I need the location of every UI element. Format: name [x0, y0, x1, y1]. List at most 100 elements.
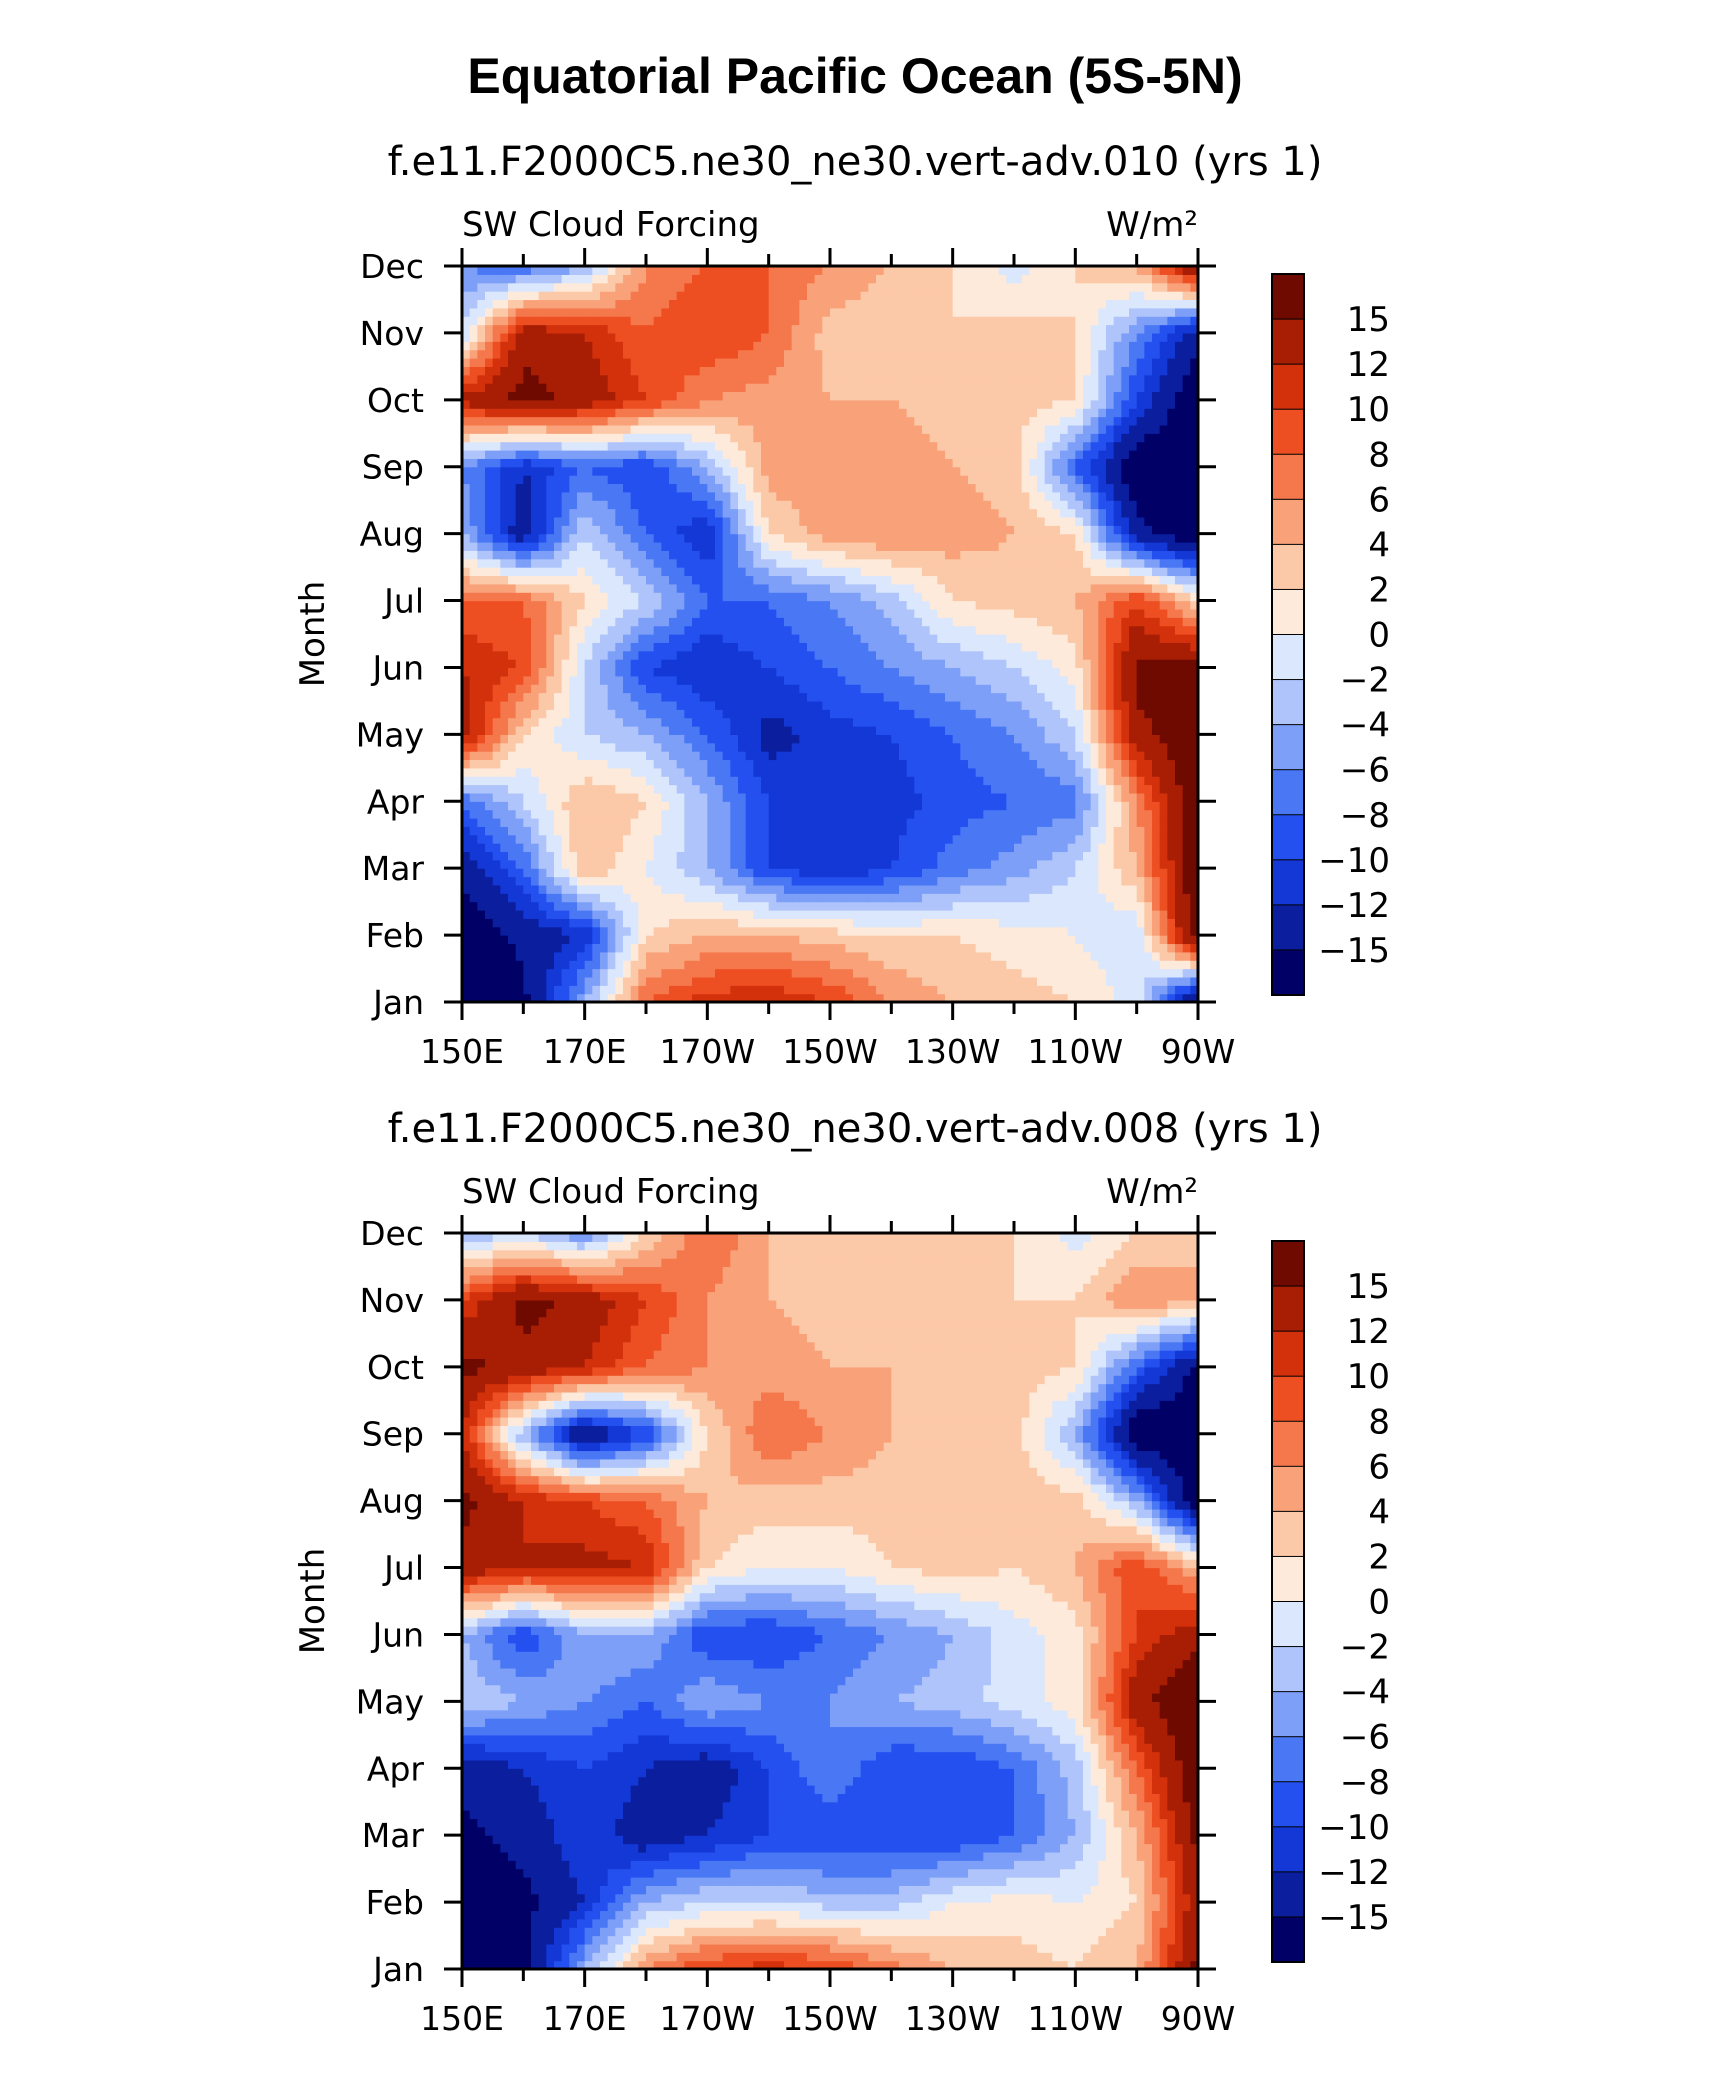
heatmap-cell	[883, 859, 892, 869]
heatmap-cell	[1083, 700, 1092, 710]
heatmap-cell	[922, 625, 931, 635]
heatmap-cell	[1067, 976, 1076, 986]
heatmap-cell	[508, 993, 517, 1003]
heatmap-cell	[669, 951, 678, 961]
heatmap-cell	[615, 684, 624, 694]
heatmap-cell	[638, 642, 647, 652]
heatmap-cell	[492, 801, 501, 811]
heatmap-cell	[676, 592, 685, 602]
heatmap-cell	[1037, 617, 1046, 627]
heatmap-cell	[692, 700, 701, 710]
heatmap-cell	[531, 851, 540, 861]
heatmap-cell	[853, 642, 862, 652]
heatmap-cell	[638, 868, 647, 878]
heatmap-cell	[1098, 575, 1107, 585]
heatmap-cell	[738, 751, 747, 761]
heatmap-cell	[485, 818, 494, 827]
heatmap-cell	[676, 700, 685, 710]
heatmap-cell	[998, 734, 1007, 744]
heatmap-cell	[937, 776, 946, 786]
heatmap-cell	[1029, 575, 1038, 585]
heatmap-cell	[707, 851, 716, 861]
heatmap-cell	[646, 767, 655, 777]
heatmap-cell	[1175, 851, 1184, 861]
heatmap-cell	[600, 617, 609, 627]
heatmap-cell	[1098, 826, 1107, 836]
heatmap-cell	[768, 884, 777, 894]
heatmap-cell	[753, 893, 762, 903]
heatmap-cell	[1067, 859, 1076, 869]
heatmap-cell	[485, 675, 494, 685]
heatmap-cell	[952, 951, 961, 961]
heatmap-cell	[1067, 843, 1076, 853]
heatmap-cell	[1029, 726, 1038, 735]
heatmap-cell	[807, 993, 816, 1003]
heatmap-cell	[1006, 901, 1015, 911]
heatmap-cell	[937, 742, 946, 752]
heatmap-cell	[1052, 976, 1061, 986]
heatmap-cell	[569, 910, 578, 919]
heatmap-cell	[952, 985, 961, 995]
heatmap-cell	[1090, 893, 1099, 903]
heatmap-cell	[684, 843, 693, 853]
heatmap-cell	[699, 976, 708, 986]
heatmap-cell	[922, 985, 931, 995]
heatmap-cell	[630, 575, 639, 585]
heatmap-cell	[1006, 851, 1015, 861]
heatmap-cell	[845, 617, 854, 627]
heatmap-cell	[600, 767, 609, 777]
heatmap-cell	[485, 843, 494, 853]
heatmap-cell	[929, 659, 938, 669]
heatmap-cell	[1167, 759, 1176, 769]
heatmap-cell	[837, 650, 846, 660]
heatmap-cell	[998, 667, 1007, 677]
heatmap-cell	[699, 650, 708, 660]
heatmap-cell	[1152, 692, 1161, 702]
heatmap-cell	[1052, 583, 1061, 593]
heatmap-cell	[508, 642, 517, 652]
heatmap-cell	[1129, 826, 1138, 836]
heatmap-cell	[1014, 893, 1023, 903]
heatmap-cell	[922, 608, 931, 618]
heatmap-cell	[577, 976, 586, 986]
heatmap-cell	[1067, 968, 1076, 978]
heatmap-cell	[546, 617, 555, 627]
heatmap-cell	[983, 608, 992, 618]
heatmap-cell	[699, 776, 708, 786]
heatmap-cell	[730, 751, 739, 761]
heatmap-cell	[653, 818, 662, 827]
heatmap-cell	[1014, 918, 1023, 928]
heatmap-cell	[592, 843, 601, 853]
heatmap-cell	[914, 583, 923, 593]
heatmap-cell	[891, 943, 900, 953]
heatmap-cell	[615, 935, 624, 945]
heatmap-cell	[776, 575, 785, 585]
heatmap-cell	[577, 859, 586, 869]
heatmap-cell	[630, 868, 639, 878]
heatmap-cell	[860, 826, 869, 836]
heatmap-cell	[807, 734, 816, 744]
heatmap-cell	[1152, 943, 1161, 953]
heatmap-cell	[515, 910, 524, 919]
heatmap-cell	[960, 684, 969, 694]
heatmap-cell	[462, 776, 471, 786]
heatmap-cell	[1083, 751, 1092, 761]
heatmap-cell	[945, 918, 954, 928]
heatmap-cell	[791, 792, 800, 802]
heatmap-cell	[715, 684, 724, 694]
heatmap-cell	[1006, 843, 1015, 853]
heatmap-cell	[561, 642, 570, 652]
heatmap-cell	[738, 583, 747, 593]
heatmap-cell	[1014, 951, 1023, 961]
heatmap-cell	[477, 600, 486, 610]
heatmap-cell	[646, 659, 655, 669]
heatmap-cell	[577, 935, 586, 945]
heatmap-cell	[531, 926, 540, 936]
heatmap-cell	[929, 634, 938, 643]
heatmap-cell	[945, 709, 954, 719]
heatmap-cell	[1152, 868, 1161, 878]
heatmap-cell	[569, 876, 578, 886]
heatmap-cell	[1129, 951, 1138, 961]
heatmap-cell	[1175, 700, 1184, 710]
heatmap-cell	[914, 776, 923, 786]
